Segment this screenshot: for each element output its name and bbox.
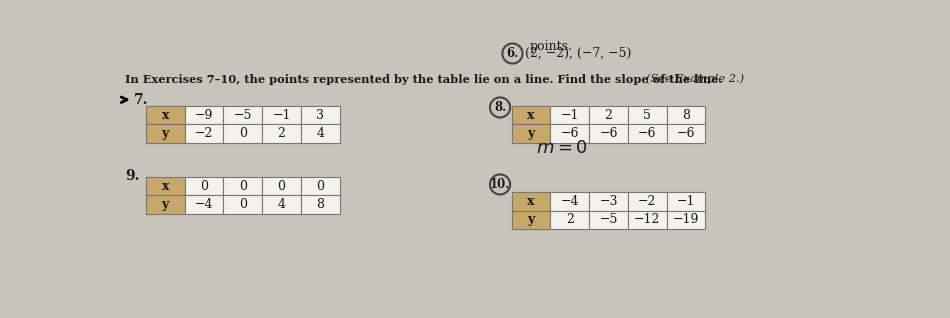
Text: (2, −2), (−7, −5): (2, −2), (−7, −5) xyxy=(524,47,631,60)
Text: 0: 0 xyxy=(238,198,247,211)
Bar xyxy=(589,211,628,229)
Bar xyxy=(262,124,301,143)
Bar xyxy=(146,195,184,214)
Bar xyxy=(223,124,262,143)
Text: 8: 8 xyxy=(316,198,324,211)
Text: −5: −5 xyxy=(599,213,618,226)
Text: 7.: 7. xyxy=(134,93,149,107)
Text: x: x xyxy=(162,179,169,192)
Bar xyxy=(184,195,223,214)
Text: −9: −9 xyxy=(195,109,213,122)
Text: 6.: 6. xyxy=(506,47,519,60)
Text: 5: 5 xyxy=(643,109,652,122)
Bar xyxy=(184,124,223,143)
Text: (See Example 2.): (See Example 2.) xyxy=(646,73,744,84)
Text: x: x xyxy=(162,109,169,122)
Text: −5: −5 xyxy=(234,109,252,122)
Text: 2: 2 xyxy=(277,127,285,140)
Text: 9.: 9. xyxy=(125,169,140,183)
Bar xyxy=(550,124,589,143)
Text: −1: −1 xyxy=(560,109,580,122)
Bar xyxy=(184,106,223,124)
Bar xyxy=(667,211,706,229)
Text: points.: points. xyxy=(529,40,572,53)
Text: $\mathit{m}=0$: $\mathit{m}=0$ xyxy=(536,139,588,157)
Bar xyxy=(262,195,301,214)
Bar xyxy=(667,106,706,124)
Text: −2: −2 xyxy=(638,195,656,208)
Text: −6: −6 xyxy=(599,127,618,140)
Text: 0: 0 xyxy=(316,179,324,192)
Text: 0: 0 xyxy=(238,127,247,140)
Bar xyxy=(628,211,667,229)
Bar xyxy=(628,106,667,124)
Bar xyxy=(301,195,340,214)
Bar xyxy=(550,211,589,229)
Bar xyxy=(146,177,184,195)
Text: −12: −12 xyxy=(634,213,660,226)
Bar xyxy=(223,106,262,124)
Bar xyxy=(301,177,340,195)
Text: −6: −6 xyxy=(638,127,656,140)
Text: 8.: 8. xyxy=(494,101,506,114)
Text: −2: −2 xyxy=(195,127,213,140)
Bar xyxy=(512,124,550,143)
Bar xyxy=(589,106,628,124)
Bar xyxy=(301,124,340,143)
Text: −4: −4 xyxy=(560,195,580,208)
Text: x: x xyxy=(527,195,535,208)
Text: −6: −6 xyxy=(676,127,695,140)
Text: 0: 0 xyxy=(238,179,247,192)
Text: y: y xyxy=(527,127,535,140)
Text: In Exercises 7–10, the points represented by the table lie on a line. Find the s: In Exercises 7–10, the points represente… xyxy=(125,73,722,85)
Text: −1: −1 xyxy=(676,195,695,208)
Text: 2: 2 xyxy=(566,213,574,226)
Text: −19: −19 xyxy=(673,213,699,226)
Bar xyxy=(223,195,262,214)
Bar xyxy=(667,124,706,143)
Text: −1: −1 xyxy=(273,109,291,122)
Text: 0: 0 xyxy=(200,179,208,192)
Text: 0: 0 xyxy=(277,179,286,192)
Bar xyxy=(589,124,628,143)
Text: −6: −6 xyxy=(560,127,580,140)
Text: 3: 3 xyxy=(316,109,324,122)
Text: 4: 4 xyxy=(316,127,324,140)
Text: x: x xyxy=(527,109,535,122)
Bar xyxy=(628,124,667,143)
Bar xyxy=(146,106,184,124)
Bar xyxy=(146,124,184,143)
Bar xyxy=(589,192,628,211)
Bar xyxy=(262,177,301,195)
Text: y: y xyxy=(162,127,169,140)
Bar xyxy=(512,211,550,229)
Text: 10.: 10. xyxy=(490,178,510,191)
Bar xyxy=(550,106,589,124)
Bar xyxy=(550,192,589,211)
Text: y: y xyxy=(527,213,535,226)
Bar xyxy=(184,177,223,195)
Text: 4: 4 xyxy=(277,198,286,211)
Bar xyxy=(628,192,667,211)
Text: −4: −4 xyxy=(195,198,213,211)
Text: y: y xyxy=(162,198,169,211)
Bar xyxy=(512,106,550,124)
Text: 8: 8 xyxy=(682,109,690,122)
Text: −3: −3 xyxy=(599,195,618,208)
Bar xyxy=(262,106,301,124)
Text: 2: 2 xyxy=(604,109,613,122)
Bar xyxy=(301,106,340,124)
Bar xyxy=(512,192,550,211)
Bar xyxy=(223,177,262,195)
Bar xyxy=(667,192,706,211)
